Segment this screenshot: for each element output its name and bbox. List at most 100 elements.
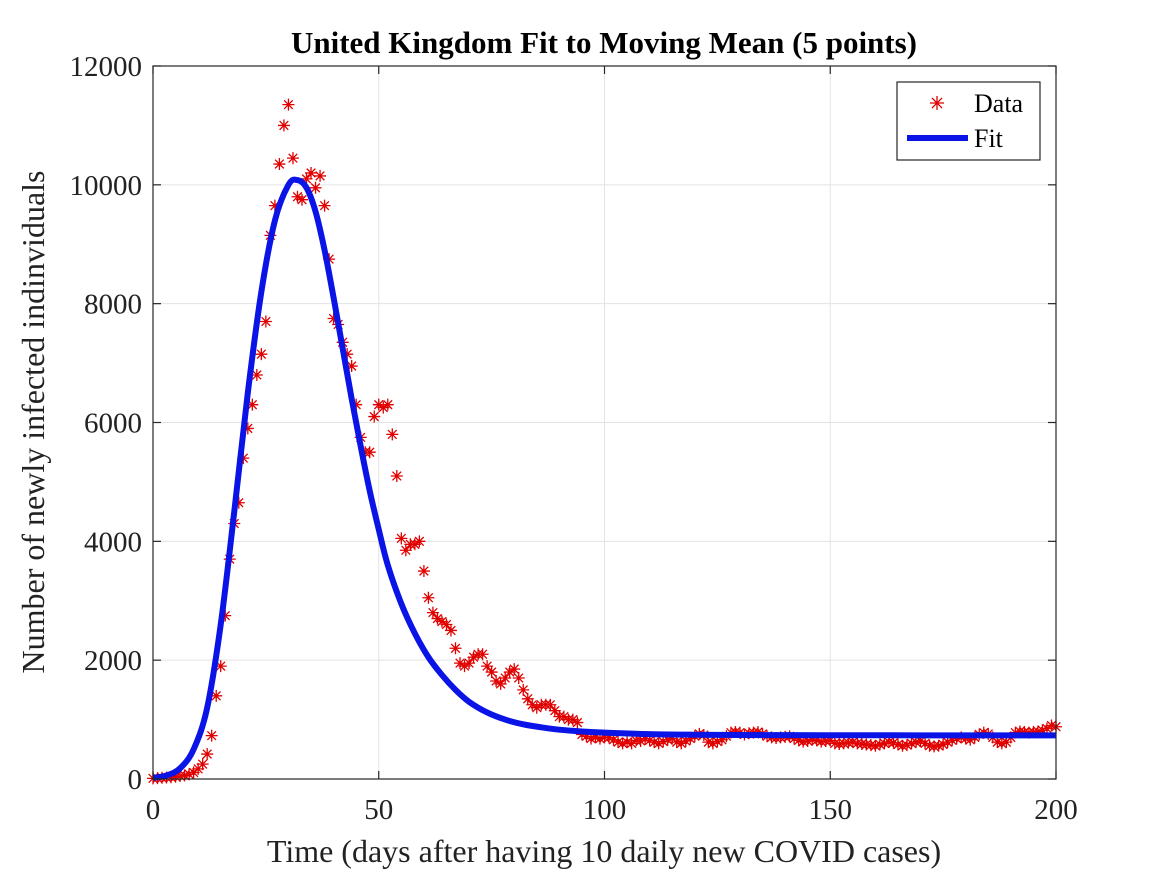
data-point xyxy=(652,737,665,750)
data-point xyxy=(810,734,823,747)
data-point xyxy=(715,733,728,746)
data-point xyxy=(463,657,476,670)
data-point xyxy=(327,312,340,325)
data-point xyxy=(919,737,932,750)
data-point xyxy=(476,648,489,661)
data-point xyxy=(377,401,390,414)
data-point xyxy=(1031,725,1044,738)
data-point xyxy=(964,733,977,746)
legend-data-marker xyxy=(930,96,944,110)
y-tick-label: 2000 xyxy=(84,645,142,677)
data-point xyxy=(593,732,606,745)
data-point xyxy=(891,738,904,751)
data-point xyxy=(675,737,688,750)
data-point xyxy=(341,348,354,361)
data-point xyxy=(571,716,584,729)
data-point xyxy=(490,674,503,687)
legend: Data Fit xyxy=(896,81,1041,161)
data-point xyxy=(1036,724,1049,737)
data-point xyxy=(178,769,191,782)
data-point xyxy=(670,736,683,749)
y-tick-label: 6000 xyxy=(84,408,142,440)
x-tick-label: 150 xyxy=(809,794,853,826)
data-point xyxy=(702,736,715,749)
data-point xyxy=(752,726,765,739)
data-point xyxy=(991,736,1004,749)
data-point xyxy=(995,737,1008,750)
data-point xyxy=(196,758,209,771)
data-point xyxy=(661,733,674,746)
data-point xyxy=(417,565,430,578)
data-point xyxy=(241,422,254,435)
y-tick-label: 4000 xyxy=(84,526,142,558)
data-point xyxy=(607,733,620,746)
data-point xyxy=(666,732,679,745)
data-point xyxy=(878,737,891,750)
data-point xyxy=(801,734,814,747)
data-point xyxy=(603,731,616,744)
data-point xyxy=(932,739,945,752)
data-point xyxy=(413,535,426,548)
data-point xyxy=(548,704,561,717)
data-point xyxy=(210,689,223,702)
data-point xyxy=(399,544,412,557)
y-tick-label: 12000 xyxy=(70,51,143,83)
data-point xyxy=(454,657,467,670)
data-point xyxy=(449,642,462,655)
data-point xyxy=(422,591,435,604)
x-tick-label: 200 xyxy=(1034,794,1078,826)
data-point xyxy=(277,119,290,132)
data-point xyxy=(246,398,259,411)
y-tick-label: 8000 xyxy=(84,289,142,321)
data-point xyxy=(314,169,327,182)
fit-line xyxy=(152,176,1056,781)
data-point xyxy=(268,199,281,212)
data-point xyxy=(219,609,232,622)
data-point xyxy=(557,710,570,723)
data-point xyxy=(395,532,408,545)
data-point xyxy=(580,730,593,743)
data-point xyxy=(1000,736,1013,749)
legend-data-asterisk xyxy=(930,96,944,110)
y-tick-label: 10000 xyxy=(70,170,143,202)
data-point xyxy=(959,732,972,745)
data-point xyxy=(503,666,516,679)
data-point xyxy=(937,738,950,751)
data-point xyxy=(350,398,363,411)
data-point xyxy=(521,692,534,705)
data-point xyxy=(512,671,525,684)
data-point xyxy=(905,737,918,750)
data-point xyxy=(300,172,313,185)
data-point xyxy=(282,98,295,111)
data-point xyxy=(187,766,200,779)
x-axis-label: Time (days after having 10 daily new COV… xyxy=(267,833,941,869)
data-point xyxy=(648,736,661,749)
data-point xyxy=(517,683,530,696)
y-axis-label: Number of newly infected indinviduals xyxy=(15,171,51,674)
x-tick-label: 50 xyxy=(364,794,393,826)
data-point xyxy=(305,166,318,179)
data-point xyxy=(259,315,272,328)
data-point xyxy=(286,152,299,165)
data-point xyxy=(435,615,448,628)
data-point xyxy=(526,698,539,711)
data-point xyxy=(589,731,602,744)
data-point xyxy=(250,368,263,381)
data-point xyxy=(914,734,927,747)
data-point xyxy=(625,737,638,750)
data-point xyxy=(657,735,670,748)
data-point xyxy=(481,660,494,673)
data-point xyxy=(1045,719,1058,732)
data-point xyxy=(431,612,444,625)
x-tick-label: 0 xyxy=(146,794,161,826)
data-point xyxy=(946,734,959,747)
data-point xyxy=(372,398,385,411)
legend-label-data: Data xyxy=(974,89,1024,118)
data-point xyxy=(309,181,322,194)
data-point xyxy=(530,701,543,714)
data-point xyxy=(1040,722,1053,735)
data-point xyxy=(368,410,381,423)
data-point xyxy=(295,193,308,206)
